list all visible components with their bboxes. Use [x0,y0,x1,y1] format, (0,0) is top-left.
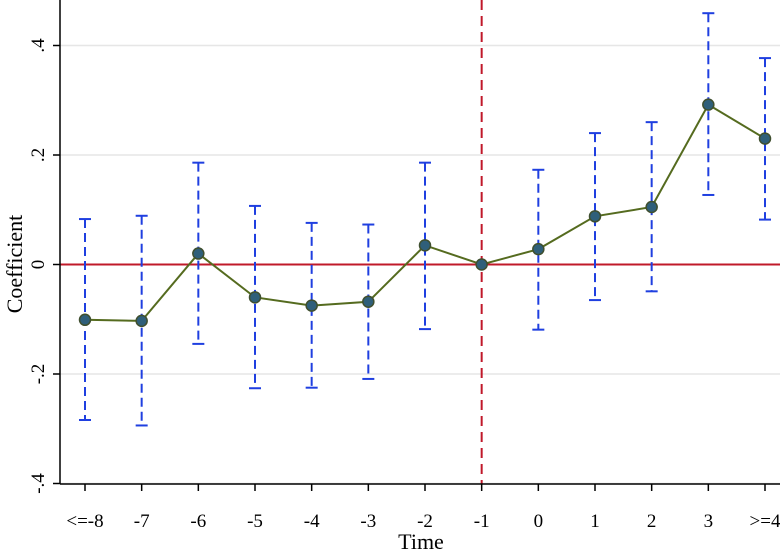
x-tick-label: -6 [190,511,206,532]
data-point [305,299,318,312]
y-axis-title: Coefficient [2,215,27,314]
data-point [192,247,205,260]
x-tick-label: 3 [704,511,714,532]
x-tick-label: -1 [474,511,490,532]
x-tick-labels: <=-8 -7 -6 -5 -4 -3 -2 -1 0 1 2 3 >=4 [66,511,780,532]
x-axis-title: Time [398,529,444,551]
x-tick-label: 2 [647,511,657,532]
data-point [78,313,92,327]
data-point [588,210,602,223]
data-point [362,295,375,308]
data-point [532,242,545,256]
x-tick-label: -3 [360,511,376,532]
y-tick-label: -.4 [28,473,49,494]
y-tick-label: .4 [28,38,49,53]
y-tick-label: -.2 [28,364,49,385]
data-point [758,132,772,145]
data-point [248,291,262,304]
x-tick-label: -4 [304,511,320,532]
series-markers [78,98,772,328]
x-tick-label: -5 [247,511,263,532]
confidence-intervals [79,12,771,427]
x-tick-label: 0 [534,511,544,532]
reference-lines [60,0,780,484]
x-tick-label: 1 [590,511,600,532]
x-tick-label: >=4 [750,511,780,532]
y-tick-label: 0 [28,260,49,270]
y-tick-label: .2 [28,148,49,162]
data-point [702,98,715,111]
x-tick-label: <=-8 [66,511,103,532]
data-point [475,258,488,271]
data-point [645,200,658,214]
x-tick-label: -2 [417,511,433,532]
x-tick-label: -7 [134,511,150,532]
data-point [418,239,432,252]
y-tick-labels: .4 .2 0 -.2 -.4 [28,38,49,494]
axes [53,0,780,491]
data-point [135,314,148,328]
